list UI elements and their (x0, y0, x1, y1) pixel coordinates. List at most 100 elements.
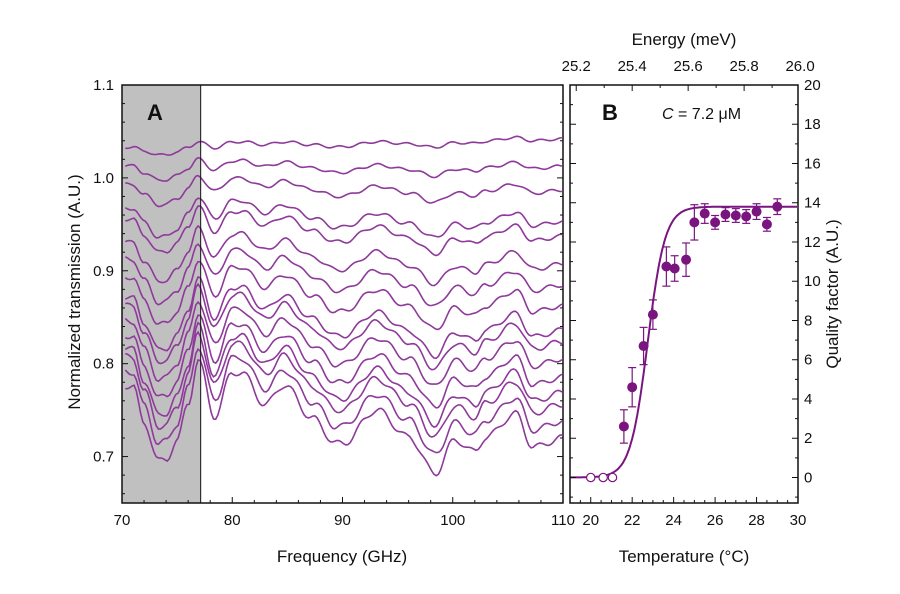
y-tick-label: 10 (804, 273, 821, 290)
top-axis-title-b: Energy (meV) (632, 30, 737, 49)
annotation-variable: C (662, 106, 674, 123)
filled-marker (661, 261, 672, 272)
panel-b-label: B (602, 100, 618, 125)
transmission-curve (124, 347, 563, 454)
filled-marker (669, 263, 680, 274)
filled-marker (647, 309, 658, 320)
filled-marker (710, 217, 721, 228)
y-tick-label: 0.8 (93, 356, 114, 373)
x-tick-label: 100 (440, 512, 465, 529)
y-tick-label: 20 (804, 77, 821, 94)
y-tick-label: 12 (804, 234, 821, 251)
filled-marker (751, 206, 762, 217)
open-marker (585, 472, 596, 483)
transmission-curve (125, 224, 563, 287)
filled-marker (627, 382, 638, 393)
data-point (618, 409, 629, 444)
x-axis-title-a: Frequency (GHz) (277, 547, 407, 566)
data-point (710, 214, 721, 230)
filled-marker (772, 201, 783, 212)
filled-marker (689, 217, 700, 228)
transmission-curve (124, 314, 563, 409)
transmission-curve (125, 282, 563, 371)
transmission-curve (124, 321, 563, 428)
data-point (720, 207, 731, 222)
annotation-value: = 7.2 μM (674, 106, 741, 123)
y-tick-label: 6 (804, 352, 812, 369)
transmission-curve (124, 275, 563, 360)
panel-a: 70 80 90 100 110 0.7 0.8 0.9 1.0 1.1 A Frequency … (65, 77, 575, 566)
x-tick-label: 80 (224, 512, 241, 529)
panel-a-ticks: 70 80 90 100 110 0.7 0.8 0.9 1.0 1.1 (93, 77, 575, 529)
filled-marker (741, 211, 752, 222)
data-point (699, 203, 710, 224)
y-tick-label: 0 (804, 469, 812, 486)
x-tick-label: 90 (334, 512, 351, 529)
filled-marker (730, 210, 741, 221)
y-tick-label: 0.7 (93, 449, 114, 466)
filled-marker (720, 209, 731, 220)
data-point (661, 246, 672, 287)
top-tick-label: 25.8 (730, 58, 759, 75)
x-tick-label: 24 (665, 512, 682, 529)
data-point (627, 366, 638, 408)
open-marker (598, 472, 608, 483)
transmission-curve (124, 243, 563, 307)
data-point (751, 203, 762, 221)
fit-curve (569, 205, 797, 479)
x-tick-label: 30 (790, 512, 807, 529)
data-point (669, 255, 680, 282)
transmission-curve (125, 156, 563, 182)
panel-a-label: A (147, 100, 163, 125)
transmission-curves (124, 135, 563, 477)
y-tick-label: 1.1 (93, 77, 114, 94)
transmission-curve (125, 359, 563, 477)
transmission-curve (125, 174, 562, 208)
filled-marker (761, 219, 772, 230)
data-point (638, 326, 649, 366)
y-tick-label: 8 (804, 312, 812, 329)
y-tick-label: 0.9 (93, 263, 114, 280)
top-tick-label: 25.6 (674, 58, 703, 75)
filled-marker (699, 208, 710, 219)
top-tick-label: 26.0 (785, 58, 814, 75)
y-tick-label: 18 (804, 116, 821, 133)
panel-b-frame (569, 84, 799, 504)
transmission-curve (125, 205, 562, 257)
data-point (689, 204, 700, 241)
filled-marker (681, 254, 692, 265)
transmission-curve (124, 260, 563, 331)
y-axis-title-a: Normalized transmission (A.U.) (65, 174, 84, 409)
top-tick-label: 25.2 (562, 58, 591, 75)
shaded-region (122, 85, 201, 503)
transmission-curve (125, 135, 563, 156)
data-point (647, 299, 658, 330)
transmission-curve (124, 197, 563, 239)
y-tick-label: 14 (804, 195, 821, 212)
y-tick-label: 2 (804, 430, 812, 447)
y-axis-title-b: Quality factor (A.U.) (823, 219, 842, 368)
y-tick-label: 16 (804, 155, 821, 172)
data-point (761, 216, 772, 232)
data-point (730, 208, 741, 223)
x-tick-label: 110 (551, 512, 575, 529)
transmission-curve (124, 300, 563, 385)
x-axis-title-b: Temperature (°C) (619, 547, 750, 566)
x-tick-label: 22 (624, 512, 641, 529)
concentration-annotation: C = 7.2 μM (662, 106, 741, 123)
data-point (741, 209, 752, 224)
open-marker (607, 472, 618, 483)
top-tick-label: 25.4 (618, 58, 647, 75)
filled-marker (618, 421, 629, 432)
x-tick-label: 20 (582, 512, 599, 529)
data-point (681, 242, 692, 277)
x-tick-label: 28 (748, 512, 765, 529)
data-point (772, 198, 783, 216)
x-tick-label: 26 (707, 512, 724, 529)
filled-marker (638, 341, 649, 352)
y-tick-label: 1.0 (93, 170, 114, 187)
x-tick-label: 70 (114, 512, 131, 529)
